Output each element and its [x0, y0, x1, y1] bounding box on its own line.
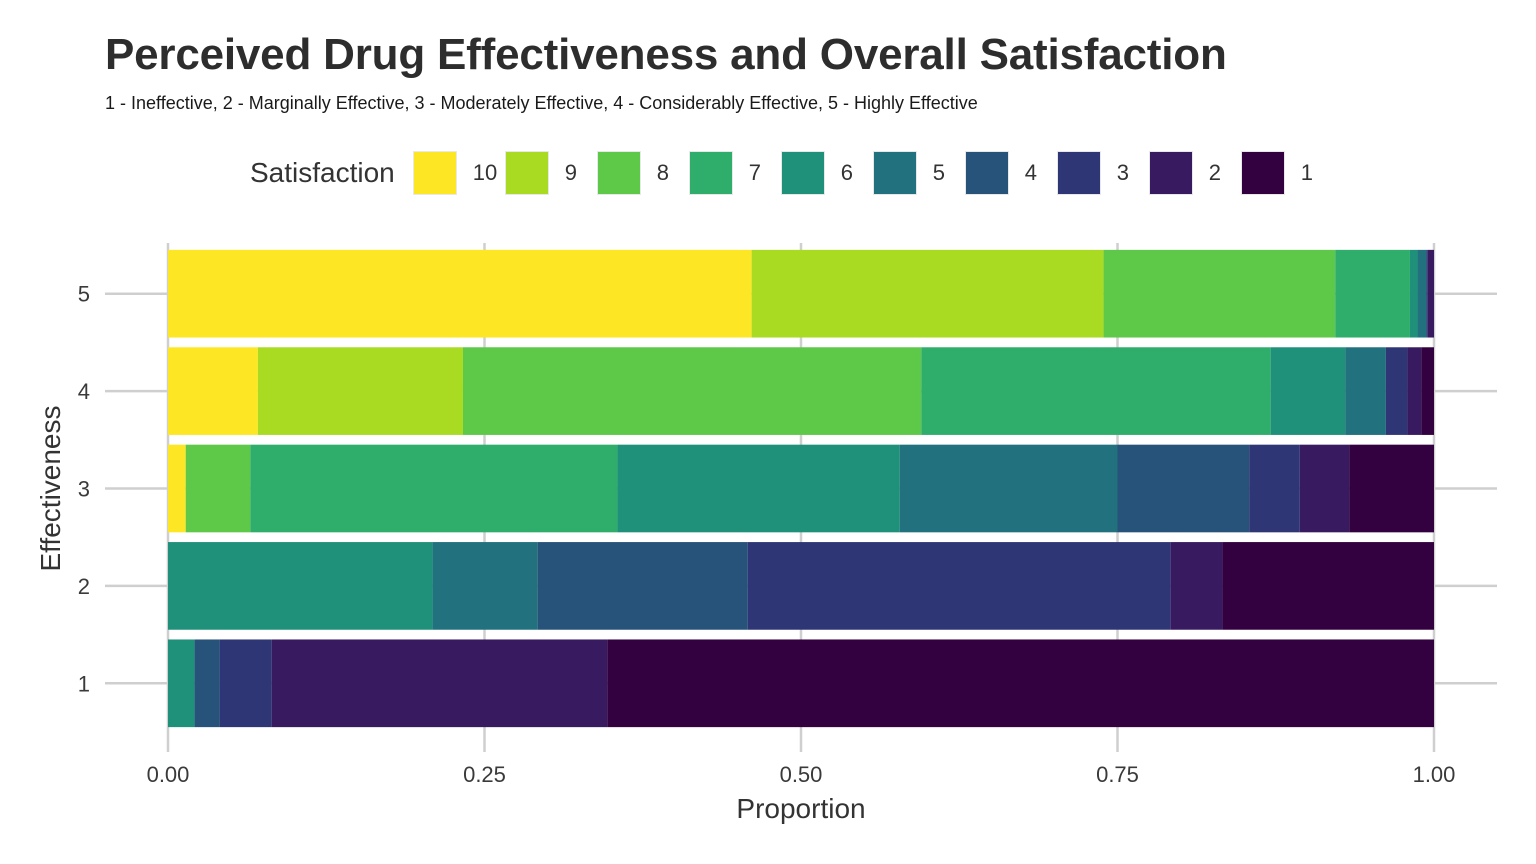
legend-label: 2 [1208, 160, 1221, 185]
bar-segment-3 [219, 639, 272, 728]
y-tick-label: 1 [78, 671, 90, 696]
legend-key [688, 151, 733, 195]
y-tick-label: 5 [78, 282, 90, 307]
bar-segment-9 [257, 347, 463, 435]
bar-segment-4 [1117, 444, 1250, 533]
axes: 0.00 0.25 0.50 0.75 1.00 5 4 3 2 1 Proportion Effec… [35, 282, 1455, 824]
bar-segment-6 [1270, 347, 1346, 435]
bar-segment-6 [168, 639, 195, 728]
bars [168, 249, 1434, 728]
legend-item-4: 4 [964, 151, 1057, 195]
x-tick-label: 0.75 [1096, 762, 1139, 787]
bar-segment-3 [747, 542, 1171, 630]
bar-segment-10 [168, 347, 258, 435]
bar-segment-2 [1407, 347, 1422, 435]
legend-item-3: 3 [1056, 151, 1149, 195]
bar-segment-6 [168, 542, 433, 630]
legend-item-1: 1 [1240, 151, 1333, 195]
x-tick-label: 0.25 [463, 762, 506, 787]
legend-key [780, 151, 825, 195]
bar-segment-2 [1299, 444, 1350, 533]
legend-item-9: 9 [504, 151, 597, 195]
legend-label: 9 [564, 160, 577, 185]
legend-key [964, 151, 1009, 195]
x-tick-label: 0.50 [780, 762, 823, 787]
legend-label: 4 [1024, 160, 1037, 185]
legend-label: 8 [656, 160, 669, 185]
legend-items: 10 9 8 7 6 5 4 3 2 1 [412, 151, 1333, 195]
bar-segment-10 [168, 444, 186, 533]
y-tick-label: 2 [78, 574, 90, 599]
legend-key [504, 151, 549, 195]
legend-item-2: 2 [1148, 151, 1241, 195]
bar-segment-2 [1427, 249, 1434, 338]
legend-key [1056, 151, 1101, 195]
y-tick-label: 4 [78, 379, 90, 404]
bar-segment-1 [1421, 347, 1434, 435]
legend-key [1148, 151, 1193, 195]
bar-segment-4 [537, 542, 748, 630]
legend-item-8: 8 [596, 151, 689, 195]
bar-segment-7 [921, 347, 1271, 435]
legend: Satisfaction 10 9 8 7 6 5 4 3 2 1 [250, 148, 1333, 198]
bar-segment-10 [168, 249, 752, 338]
bar-segment-9 [751, 249, 1104, 338]
legend-item-10: 10 [412, 151, 505, 195]
bar-segment-8 [462, 347, 922, 435]
legend-label: 3 [1116, 160, 1129, 185]
bar-segment-7 [250, 444, 618, 533]
bar-segment-8 [1103, 249, 1336, 338]
bar-segment-3 [1385, 347, 1408, 435]
bar-segment-5 [899, 444, 1118, 533]
bar-segment-1 [607, 639, 1434, 728]
legend-label: 6 [840, 160, 853, 185]
legend-label: 5 [932, 160, 945, 185]
bar-segment-5 [1345, 347, 1386, 435]
bar-segment-1 [1222, 542, 1434, 630]
y-tick-label: 3 [78, 477, 90, 502]
bar-segment-7 [1335, 249, 1410, 338]
bar-segment-3 [1426, 249, 1428, 338]
legend-key [872, 151, 917, 195]
legend-title: Satisfaction [250, 157, 395, 188]
bar-segment-6 [1409, 249, 1418, 338]
legend-key [596, 151, 641, 195]
bar-segment-5 [432, 542, 538, 630]
bar-segment-2 [271, 639, 608, 728]
bar-segment-1 [1349, 444, 1434, 533]
x-tick-label: 0.00 [147, 762, 190, 787]
legend-item-5: 5 [872, 151, 965, 195]
legend-label: 7 [748, 160, 761, 185]
x-axis-title: Proportion [736, 793, 865, 824]
bar-segment-5 [1417, 249, 1427, 338]
chart-subtitle: 1 - Ineffective, 2 - Marginally Effectiv… [105, 93, 978, 113]
bar-segment-6 [617, 444, 900, 533]
bar-segment-3 [1249, 444, 1300, 533]
legend-label: 1 [1300, 160, 1313, 185]
legend-item-6: 6 [780, 151, 873, 195]
legend-label: 10 [472, 160, 498, 185]
bar-segment-8 [185, 444, 251, 533]
legend-key [1240, 151, 1285, 195]
bar-segment-4 [194, 639, 220, 728]
y-axis-title: Effectiveness [35, 405, 66, 571]
legend-key [412, 151, 457, 195]
bar-segment-2 [1170, 542, 1223, 630]
chart-title: Perceived Drug Effectiveness and Overall… [105, 30, 1227, 79]
x-tick-label: 1.00 [1413, 762, 1456, 787]
legend-item-7: 7 [688, 151, 781, 195]
